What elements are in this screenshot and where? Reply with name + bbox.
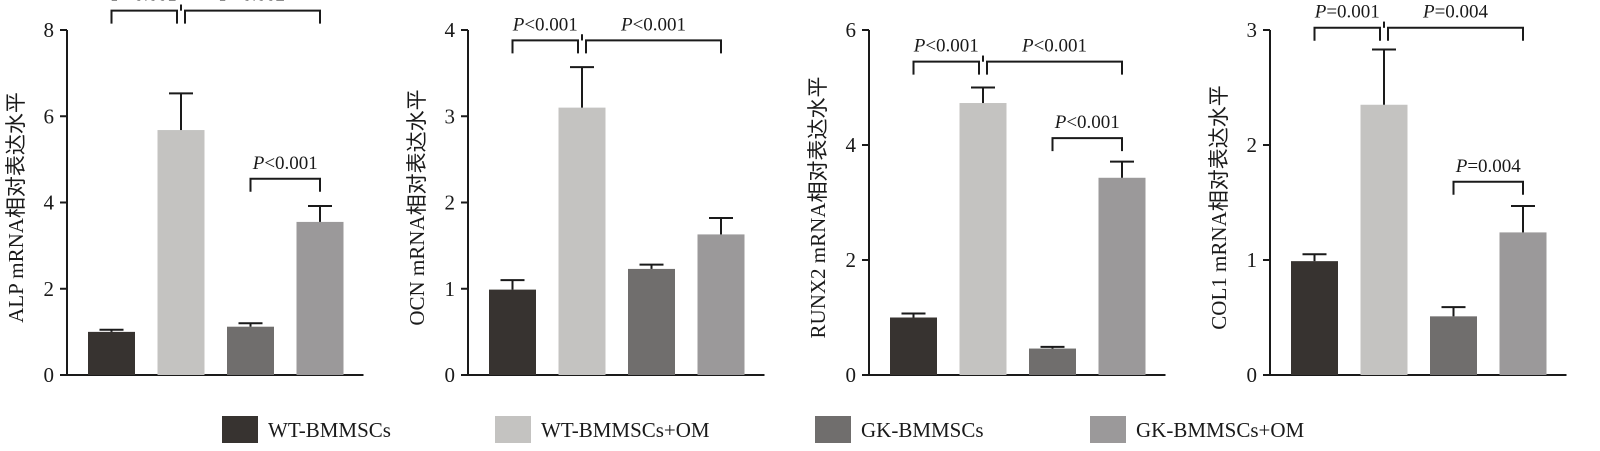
significance-bracket <box>986 60 1123 75</box>
bar-gk <box>1029 348 1076 375</box>
p-value-label: P=0.001 <box>1314 2 1380 23</box>
legend-swatch-gk <box>815 416 851 443</box>
chart-ocn: OCN mRNA相对表达水平 0 1 2 3 4 P<0.001 P<0.001 <box>405 14 765 387</box>
y-tick-label: 4 <box>846 133 857 157</box>
y-tick-label: 1 <box>1247 248 1258 272</box>
significance-bracket <box>110 9 178 24</box>
y-tick-label: 0 <box>44 363 55 387</box>
y-tick-label: 0 <box>445 363 456 387</box>
significance-bracket <box>1051 137 1123 152</box>
y-tick-label: 0 <box>1247 363 1258 387</box>
chart-col1: COL1 mRNA相对表达水平 0 1 2 3 P=0.001 P=0.004 P=0.004 <box>1207 2 1567 387</box>
y-tick-label: 2 <box>44 277 55 301</box>
y-tick-label: 3 <box>445 104 456 128</box>
y-axis-label: ALP mRNA相对表达水平 <box>4 92 28 323</box>
bar-gk <box>628 268 675 375</box>
legend-label-gk: GK-BMMSCs <box>861 418 984 442</box>
y-tick-label: 3 <box>1247 18 1258 42</box>
legend-label-wt: WT-BMMSCs <box>268 418 391 442</box>
y-axis-label: COL1 mRNA相对表达水平 <box>1207 85 1231 329</box>
chart-panels: ALP mRNA相对表达水平 0 2 4 6 8 P<0.001 P=0.002 P<0.001… <box>4 0 1567 387</box>
significance-bracket <box>1452 180 1524 195</box>
significance-bracket <box>184 9 321 24</box>
y-tick-label: 2 <box>445 191 456 215</box>
p-value-label: P=0.002 <box>219 0 285 6</box>
bar-wt <box>890 317 937 375</box>
p-value-label: P<0.001 <box>252 153 318 174</box>
significance-bracket <box>249 177 321 192</box>
bar-gk-om <box>1098 177 1146 375</box>
bar-gk <box>227 326 274 375</box>
p-value-label: P<0.001 <box>512 14 578 35</box>
y-tick-label: 6 <box>44 104 55 128</box>
y-tick-label: 6 <box>846 18 857 42</box>
bar-wt-om <box>959 103 1007 376</box>
legend-swatch-wt <box>222 416 258 443</box>
p-value-label: P=0.004 <box>1455 156 1522 177</box>
y-tick-label: 1 <box>445 277 456 301</box>
legend-swatch-gk-om <box>1090 416 1126 443</box>
p-value-label: P<0.001 <box>111 0 177 6</box>
bar-gk-om <box>697 234 745 375</box>
y-tick-label: 2 <box>846 248 857 272</box>
bar-gk-om <box>1499 232 1547 375</box>
significance-bracket <box>511 39 579 54</box>
significance-bracket <box>912 60 980 75</box>
legend-swatch-wt-om <box>495 416 531 443</box>
y-axis-label: OCN mRNA相对表达水平 <box>405 89 429 325</box>
p-value-label: P=0.004 <box>1422 2 1489 23</box>
bar-wt <box>489 289 536 375</box>
y-tick-label: 4 <box>445 18 456 42</box>
bar-gk-om <box>296 221 344 375</box>
p-value-label: P<0.001 <box>913 36 979 57</box>
y-axis-label: RUNX2 mRNA相对表达水平 <box>806 77 830 339</box>
chart-alp: ALP mRNA相对表达水平 0 2 4 6 8 P<0.001 P=0.002 P<0.001 <box>4 0 364 387</box>
significance-bracket <box>1313 26 1381 41</box>
legend: WT-BMMSCs WT-BMMSCs+OM GK-BMMSCs GK-BMMS… <box>222 416 1305 443</box>
bar-wt-om <box>1360 104 1408 375</box>
y-tick-label: 0 <box>846 363 857 387</box>
bar-gk <box>1430 316 1477 375</box>
p-value-label: P<0.001 <box>1021 36 1087 57</box>
bar-wt <box>88 331 135 375</box>
significance-bracket <box>1387 26 1524 41</box>
bar-wt-om <box>558 107 606 375</box>
p-value-label: P<0.001 <box>620 14 686 35</box>
y-tick-label: 8 <box>44 18 55 42</box>
y-tick-label: 4 <box>44 191 55 215</box>
significance-bracket <box>585 39 722 54</box>
p-value-label: P<0.001 <box>1054 112 1120 133</box>
bar-wt-om <box>157 130 205 375</box>
chart-runx2: RUNX2 mRNA相对表达水平 0 2 4 6 P<0.001 P<0.001 P<0.00… <box>806 18 1166 387</box>
bar-wt <box>1291 261 1338 375</box>
legend-label-gk-om: GK-BMMSCs+OM <box>1136 418 1305 442</box>
legend-label-wt-om: WT-BMMSCs+OM <box>541 418 710 442</box>
y-tick-label: 2 <box>1247 133 1258 157</box>
